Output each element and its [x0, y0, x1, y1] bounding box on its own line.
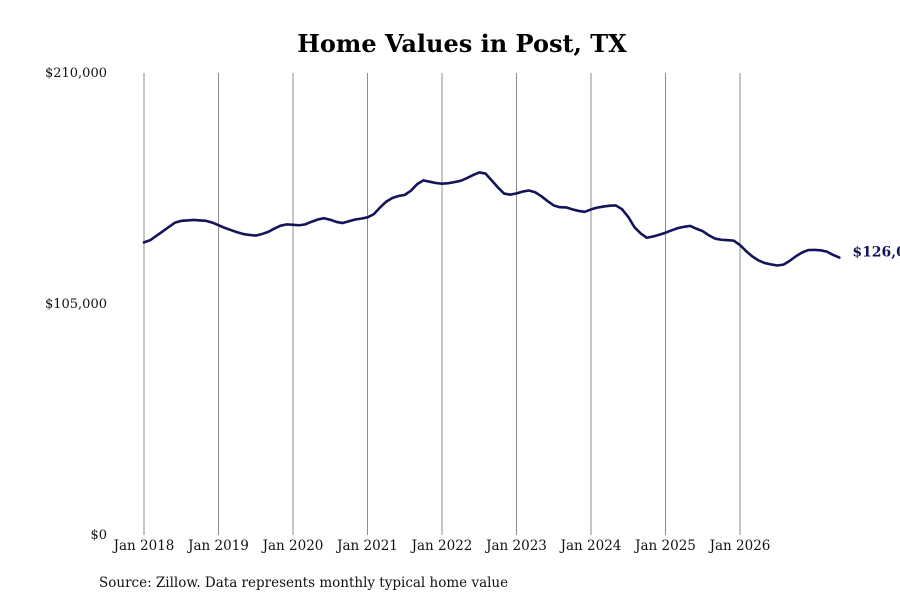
- home-value-series-line: [142, 171, 841, 267]
- x-tick-label: Jan 2021: [335, 538, 398, 554]
- x-tick-label: Jan 2022: [410, 538, 473, 554]
- x-tick-label: Jan 2020: [261, 538, 324, 554]
- x-tick-label: Jan 2023: [484, 538, 547, 554]
- x-tick-label: Jan 2019: [186, 538, 249, 554]
- y-tick-label: $105,000: [45, 297, 107, 312]
- x-tick-label: Jan 2026: [708, 538, 771, 554]
- source-note: Source: Zillow. Data represents monthly …: [99, 575, 508, 591]
- chart-title: Home Values in Post, TX: [297, 29, 627, 58]
- x-tick-label: Jan 2025: [633, 538, 696, 554]
- gridlines: [143, 73, 741, 535]
- y-tick-label: $210,000: [45, 66, 107, 81]
- end-value-label: $126,085: [852, 245, 900, 261]
- x-axis-ticks: Jan 2018 Jan 2019 Jan 2020 Jan 2021 Jan 2022…: [112, 538, 771, 554]
- y-axis-ticks: $0 $105,000 $210,000: [45, 66, 107, 543]
- x-tick-label: Jan 2018: [112, 538, 175, 554]
- x-tick-label: Jan 2024: [559, 538, 622, 554]
- y-tick-label: $0: [90, 528, 107, 543]
